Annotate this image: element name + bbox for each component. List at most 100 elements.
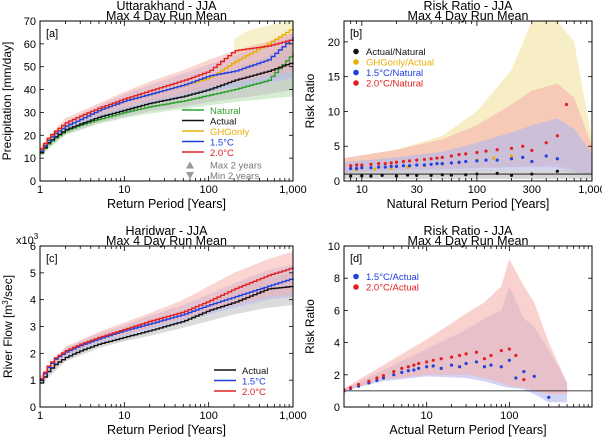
d-point-20cactual [417, 361, 421, 366]
b-point-15cnatural [555, 157, 559, 161]
b-point-actualnatural [475, 172, 479, 176]
d-frame [343, 245, 593, 408]
d-point-15cactual [417, 366, 421, 370]
c-ytick-label: 4 [30, 295, 36, 307]
d-point-15cactual [482, 365, 487, 369]
b-point-20cnatural [354, 163, 359, 167]
b-point-15cnatural [415, 163, 419, 167]
b-point-20cnatural [422, 157, 427, 162]
b-xlabel: Natural Return Period [Years] [387, 197, 550, 211]
b-point-15cnatural [369, 166, 373, 170]
b-point-15cnatural [383, 165, 387, 169]
d-point-20cactual [375, 376, 379, 380]
b-ytick-label: 15 [328, 72, 340, 84]
a-ytick-label: 30 [24, 107, 36, 119]
a-legend-min-label: Min 2 years [210, 171, 259, 182]
a-xlabel: Return Period [Years] [107, 197, 226, 211]
c-ytick-label: 3 [30, 322, 36, 334]
d-ytick-label: 0 [334, 402, 340, 414]
b-point-20cnatural [360, 163, 364, 167]
d-point-15cactual [474, 360, 479, 364]
c-xlabel: Return Period [Years] [107, 423, 226, 437]
c-xtick-label: 1 [37, 410, 43, 422]
c-ylabel-main: River Flow [m [1, 305, 15, 378]
d-point-20cactual [439, 357, 443, 361]
b-point-15cnatural [509, 157, 514, 161]
c-legend-label: 2.0°C [242, 387, 266, 398]
a-series-20c [40, 39, 294, 150]
d-point-20cactual [464, 352, 468, 356]
b-legend-label: GHGonly/Actual [366, 58, 434, 69]
c-multiplier: x103 [16, 232, 39, 247]
b-point-15cnatural [544, 154, 548, 158]
b-point-20cnatural [429, 157, 433, 161]
d-panel-label: [d] [350, 253, 362, 265]
a-ytick-label: 0 [30, 176, 36, 188]
d-xtick-label: 100 [500, 410, 518, 422]
a-legend-label: Actual [210, 117, 236, 128]
b-panel-label: [b] [350, 28, 362, 40]
b-point-20cnatural [544, 141, 548, 145]
a-ytick-label: 70 [24, 16, 36, 28]
d-plot-area [344, 258, 592, 403]
d-legend-label: 1.5°C/Actual [366, 272, 419, 283]
b-point-15cnatural [457, 160, 461, 164]
d-point-20cactual [474, 350, 479, 354]
b-point-actualnatural [440, 173, 444, 177]
d-point-15cactual [532, 374, 536, 379]
d-point-15cactual [406, 369, 410, 373]
b-point-actualnatural [429, 173, 433, 178]
a-band-20c [40, 32, 293, 152]
b-point-20cnatural [349, 164, 353, 168]
a-frame [39, 20, 294, 182]
c-series-15c [40, 278, 294, 381]
b-point-actualnatural [464, 173, 468, 177]
d-xlabel: Actual Return Period [Years] [389, 423, 546, 437]
d-point-20cactual [381, 374, 386, 378]
d-ytick-label: 2 [334, 370, 340, 382]
d-point-20cactual [367, 379, 371, 383]
b-xtick-label: 1,000 [578, 184, 602, 196]
d-point-20cactual [482, 357, 487, 361]
b-point-15cnatural [429, 162, 433, 166]
d-point-15cactual [381, 376, 386, 380]
b-point-15cnatural [495, 158, 499, 162]
a-xtick-label: 100 [199, 184, 217, 196]
d-point-20cactual [431, 358, 435, 362]
d-point-20cactual [507, 347, 511, 351]
b-point-15cnatural [484, 158, 488, 162]
a-ylabel: Precipitation [mm/day] [0, 42, 14, 161]
b-point-15cnatural [360, 166, 364, 170]
b-point-20cnatural [435, 156, 439, 160]
c-legend-label: Actual [242, 366, 268, 377]
b-title-1: Risk Ratio - JJA [424, 0, 514, 13]
a-legend-max-label: Max 2 years [210, 161, 262, 172]
c-xtick-label: 1,000 [279, 410, 307, 422]
c-ytick-label: 2 [30, 348, 36, 360]
b-legend-dot [353, 69, 359, 76]
b-point-ghgonlyactual [492, 156, 496, 160]
b-point-actualnatural [509, 173, 514, 178]
b-point-20cnatural [495, 148, 499, 152]
b-point-20cnatural [555, 134, 559, 138]
c-title-1: Haridwar - JJA [126, 224, 209, 238]
b-point-actualnatural [530, 172, 534, 176]
b-point-actualnatural [380, 173, 384, 178]
a-xtick-label: 10 [118, 184, 130, 196]
b-ylabel: Risk Ratio [303, 73, 317, 128]
d-point-20cactual [514, 353, 518, 358]
b-point-20cnatural [415, 158, 419, 162]
b-xtick-label: 300 [523, 184, 541, 196]
b-point-15cnatural [449, 161, 453, 165]
d-point-15cactual [489, 363, 493, 367]
a-series-15c [40, 37, 294, 152]
a-ytick-label: 50 [24, 62, 36, 74]
b-legend-dot [353, 59, 359, 65]
b-point-15cnatural [475, 159, 479, 163]
a-legend-label: Natural [210, 106, 241, 117]
b-legend-label: 1.5°C/Natural [366, 68, 423, 79]
a-ytick-label: 40 [24, 85, 36, 97]
d-point-20cactual [522, 378, 526, 382]
c-ytick-label: 5 [30, 268, 36, 280]
d-point-20cactual [412, 363, 416, 367]
